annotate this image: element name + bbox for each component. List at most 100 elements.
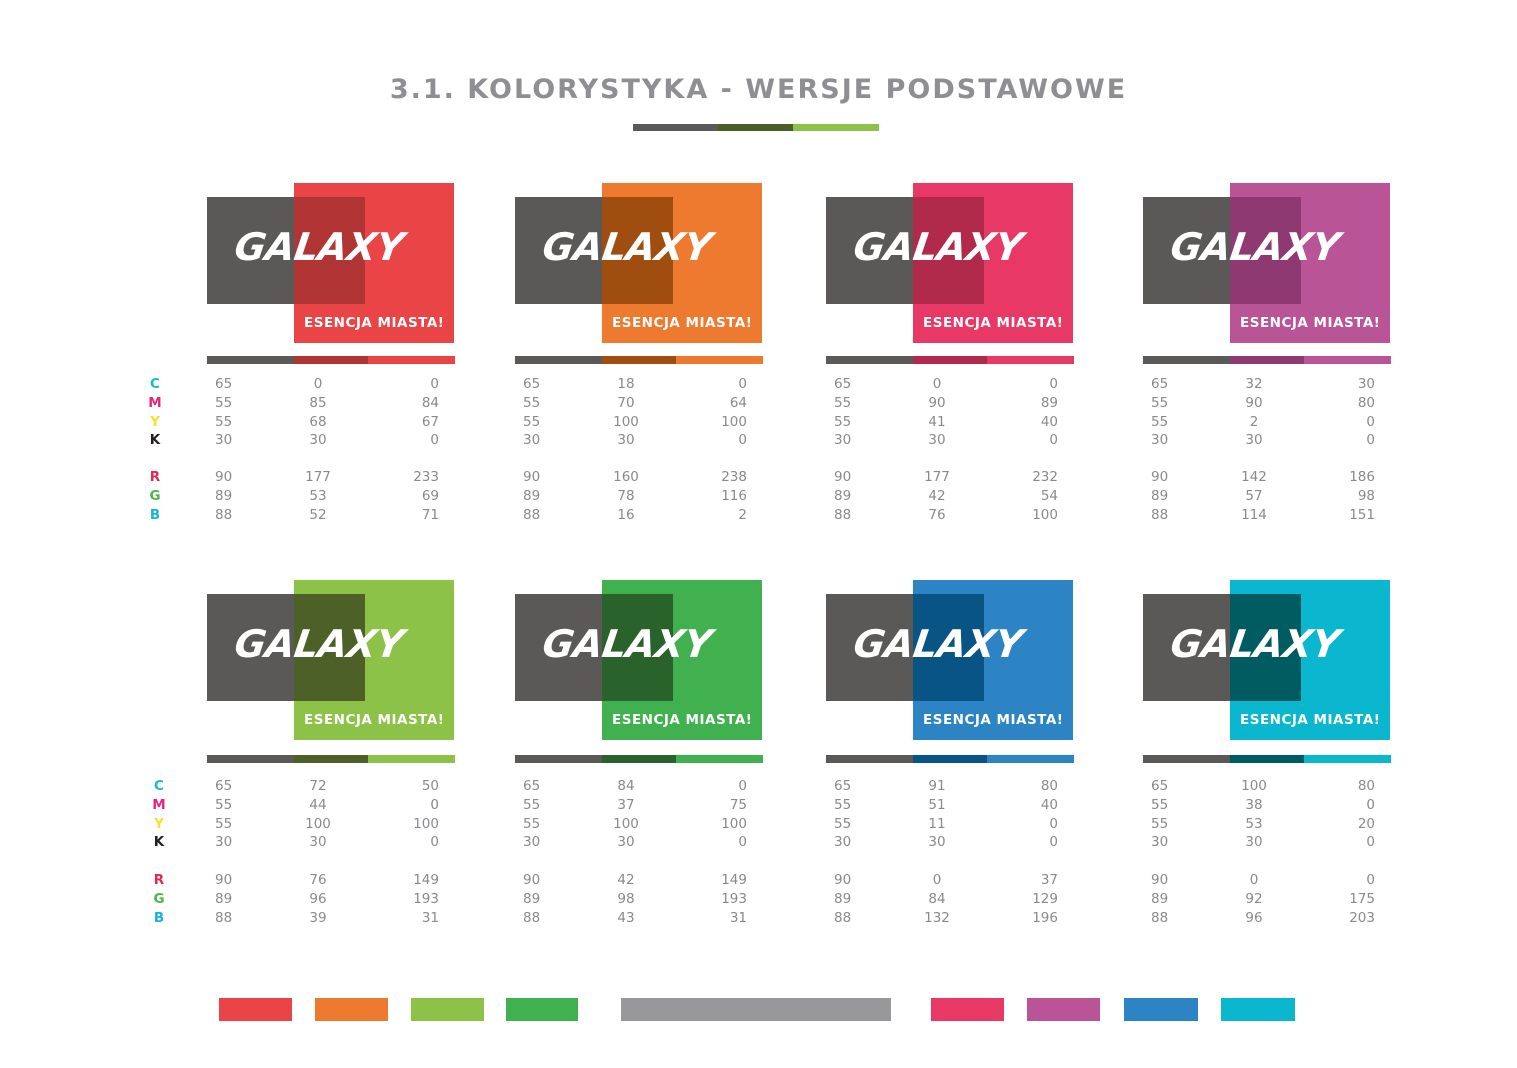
rgb-value: 160 (613, 469, 639, 485)
cmyk-value: 65 (1151, 376, 1169, 392)
cmyk-value: 30 (1357, 376, 1375, 392)
stripe-overlap (1230, 755, 1304, 763)
galaxy-logo-red: GALAXY ESENCJA MIASTA! (207, 183, 455, 343)
cmyk-value: 30 (834, 432, 852, 449)
cmyk-value: 55 (215, 796, 233, 813)
rgb-value: 31 (421, 910, 439, 926)
cmyk-value: 50 (421, 778, 439, 794)
cmyk-value: 30 (1151, 834, 1169, 851)
cmyk-label-c: C (150, 376, 160, 392)
color-stripe (1143, 356, 1391, 364)
logo-wordmark: GALAXY (231, 622, 407, 666)
title-bar-segment (718, 124, 793, 131)
cmyk-value: 85 (309, 394, 327, 411)
rgb-value: 88 (834, 507, 852, 523)
cmyk-value: 84 (421, 394, 439, 411)
cmyk-value: 55 (834, 815, 852, 832)
cmyk-value: 65 (215, 376, 233, 392)
cmyk-value: 20 (1357, 815, 1375, 832)
rgb-value: 92 (1245, 891, 1263, 907)
cmyk-label-k: K (153, 834, 165, 851)
cmyk-value: 0 (738, 432, 747, 449)
rgb-value: 90 (215, 469, 233, 485)
rgb-value: 238 (721, 469, 747, 485)
rgb-label-r: R (149, 469, 161, 485)
cmyk-value: 2 (1249, 413, 1259, 430)
cmyk-value: 55 (523, 815, 541, 832)
rgb-value: 42 (617, 872, 635, 888)
color-swatch (506, 998, 578, 1021)
cmyk-value: 53 (1245, 815, 1263, 832)
cmyk-value: 100 (721, 815, 747, 832)
color-swatch (1124, 998, 1198, 1021)
rgb-value: 88 (1151, 507, 1169, 523)
stripe-dark (826, 356, 913, 364)
cmyk-value: 30 (215, 834, 233, 851)
cmyk-value: 30 (523, 834, 541, 851)
cmyk-value: 30 (1151, 432, 1169, 449)
cmyk-value: 30 (215, 432, 233, 449)
cmyk-value: 38 (1245, 796, 1263, 813)
logo-wordmark: GALAXY (539, 225, 715, 269)
cmyk-value: 64 (729, 394, 747, 411)
cmyk-value: 55 (523, 394, 541, 411)
logo-overlap-block (913, 197, 984, 304)
cmyk-value: 100 (721, 413, 747, 430)
logo-overlap-block (294, 197, 365, 304)
rgb-value: 186 (1349, 469, 1375, 485)
cmyk-value: 0 (1366, 432, 1375, 449)
cmyk-value: 0 (932, 376, 942, 392)
rgb-value: 232 (1032, 469, 1058, 485)
cmyk-value: 90 (1245, 394, 1263, 411)
rgb-value: 233 (413, 469, 439, 485)
cmyk-value: 65 (1151, 778, 1169, 794)
cmyk-value: 55 (215, 394, 233, 411)
color-stripe (1143, 755, 1391, 763)
cmyk-value: 30 (617, 432, 635, 449)
cmyk-value: 80 (1357, 394, 1375, 411)
rgb-value: 90 (215, 872, 233, 888)
rgb-value: 89 (523, 891, 541, 907)
rgb-value: 52 (309, 507, 327, 523)
logo-wordmark: GALAXY (1167, 622, 1343, 666)
cmyk-value: 30 (928, 834, 946, 851)
rgb-value: 132 (924, 910, 950, 926)
cmyk-value: 40 (1040, 413, 1058, 430)
galaxy-logo-pink: GALAXY ESENCJA MIASTA! (826, 183, 1074, 343)
cmyk-value: 41 (928, 413, 946, 430)
stripe-overlap (602, 755, 676, 763)
logo-slogan: ESENCJA MIASTA! (1240, 315, 1381, 331)
rgb-value: 203 (1349, 910, 1375, 926)
cmyk-value: 0 (738, 778, 747, 794)
page-title: 3.1. KOLORYSTYKA - WERSJE PODSTAWOWE (389, 74, 1128, 105)
rgb-value: 116 (721, 488, 747, 504)
cmyk-value: 65 (834, 778, 852, 794)
stripe-main (1304, 356, 1391, 364)
rgb-label-b: B (153, 910, 165, 926)
rgb-value: 89 (523, 488, 541, 504)
rgb-value: 90 (523, 872, 541, 888)
galaxy-logo-lime: GALAXY ESENCJA MIASTA! (207, 580, 455, 740)
rgb-value: 57 (1245, 488, 1263, 504)
color-swatch (219, 998, 292, 1021)
logo-slogan: ESENCJA MIASTA! (304, 712, 445, 728)
stripe-main (676, 755, 763, 763)
rgb-label-g: G (153, 891, 165, 907)
cmyk-value: 30 (523, 432, 541, 449)
stripe-dark (207, 755, 294, 763)
logo-slogan: ESENCJA MIASTA! (923, 315, 1064, 331)
color-swatch (315, 998, 388, 1021)
rgb-value: 54 (1040, 488, 1058, 504)
rgb-value: 90 (1151, 872, 1169, 888)
cmyk-value: 100 (413, 815, 439, 832)
cmyk-value: 100 (613, 815, 639, 832)
cmyk-value: 0 (430, 432, 439, 449)
logo-overlap-block (602, 197, 673, 304)
cmyk-value: 55 (523, 413, 541, 430)
color-stripe (826, 356, 1074, 364)
logo-overlap-block (602, 594, 673, 701)
stripe-main (1304, 755, 1391, 763)
rgb-value: 193 (721, 891, 747, 907)
cmyk-value: 68 (309, 413, 327, 430)
galaxy-logo-blue: GALAXY ESENCJA MIASTA! (826, 580, 1074, 740)
